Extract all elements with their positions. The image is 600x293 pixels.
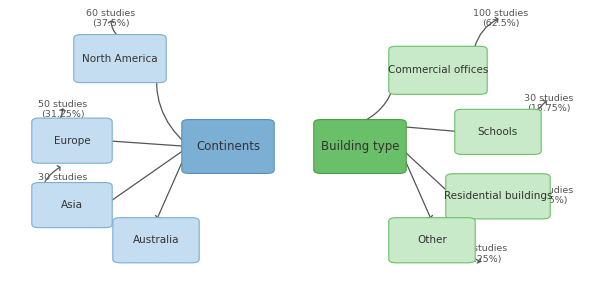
- Text: 100 studies
(62.5%): 100 studies (62.5%): [473, 9, 529, 28]
- FancyBboxPatch shape: [314, 120, 406, 173]
- Text: Australia: Australia: [133, 235, 179, 245]
- FancyBboxPatch shape: [455, 109, 541, 154]
- Text: 60 studies
(37.5%): 60 studies (37.5%): [86, 9, 136, 28]
- FancyBboxPatch shape: [182, 120, 274, 173]
- Text: 50 studies
(31.25%): 50 studies (31.25%): [38, 100, 88, 119]
- Text: Schools: Schools: [478, 127, 518, 137]
- FancyBboxPatch shape: [389, 218, 475, 263]
- FancyBboxPatch shape: [113, 218, 199, 263]
- Text: 30 studies
(18.75%): 30 studies (18.75%): [38, 173, 88, 192]
- FancyBboxPatch shape: [446, 174, 550, 219]
- Text: 10 studies
(6.25%): 10 studies (6.25%): [458, 244, 508, 264]
- FancyBboxPatch shape: [32, 118, 112, 163]
- Text: 30 studies
(18.75%): 30 studies (18.75%): [524, 94, 574, 113]
- Text: Continents: Continents: [196, 140, 260, 153]
- Text: Asia: Asia: [61, 200, 83, 210]
- Text: 20 studies
(12.5%): 20 studies (12.5%): [524, 186, 574, 205]
- Text: Other: Other: [417, 235, 447, 245]
- FancyBboxPatch shape: [389, 46, 487, 94]
- Text: Residential buildings: Residential buildings: [444, 191, 552, 201]
- FancyBboxPatch shape: [32, 183, 112, 228]
- FancyBboxPatch shape: [74, 35, 166, 83]
- Text: Commercial offices: Commercial offices: [388, 65, 488, 75]
- Text: 20 studies
(12.5%): 20 studies (12.5%): [125, 244, 175, 264]
- Text: North America: North America: [82, 54, 158, 64]
- Text: Building type: Building type: [321, 140, 399, 153]
- Text: Europe: Europe: [53, 136, 91, 146]
